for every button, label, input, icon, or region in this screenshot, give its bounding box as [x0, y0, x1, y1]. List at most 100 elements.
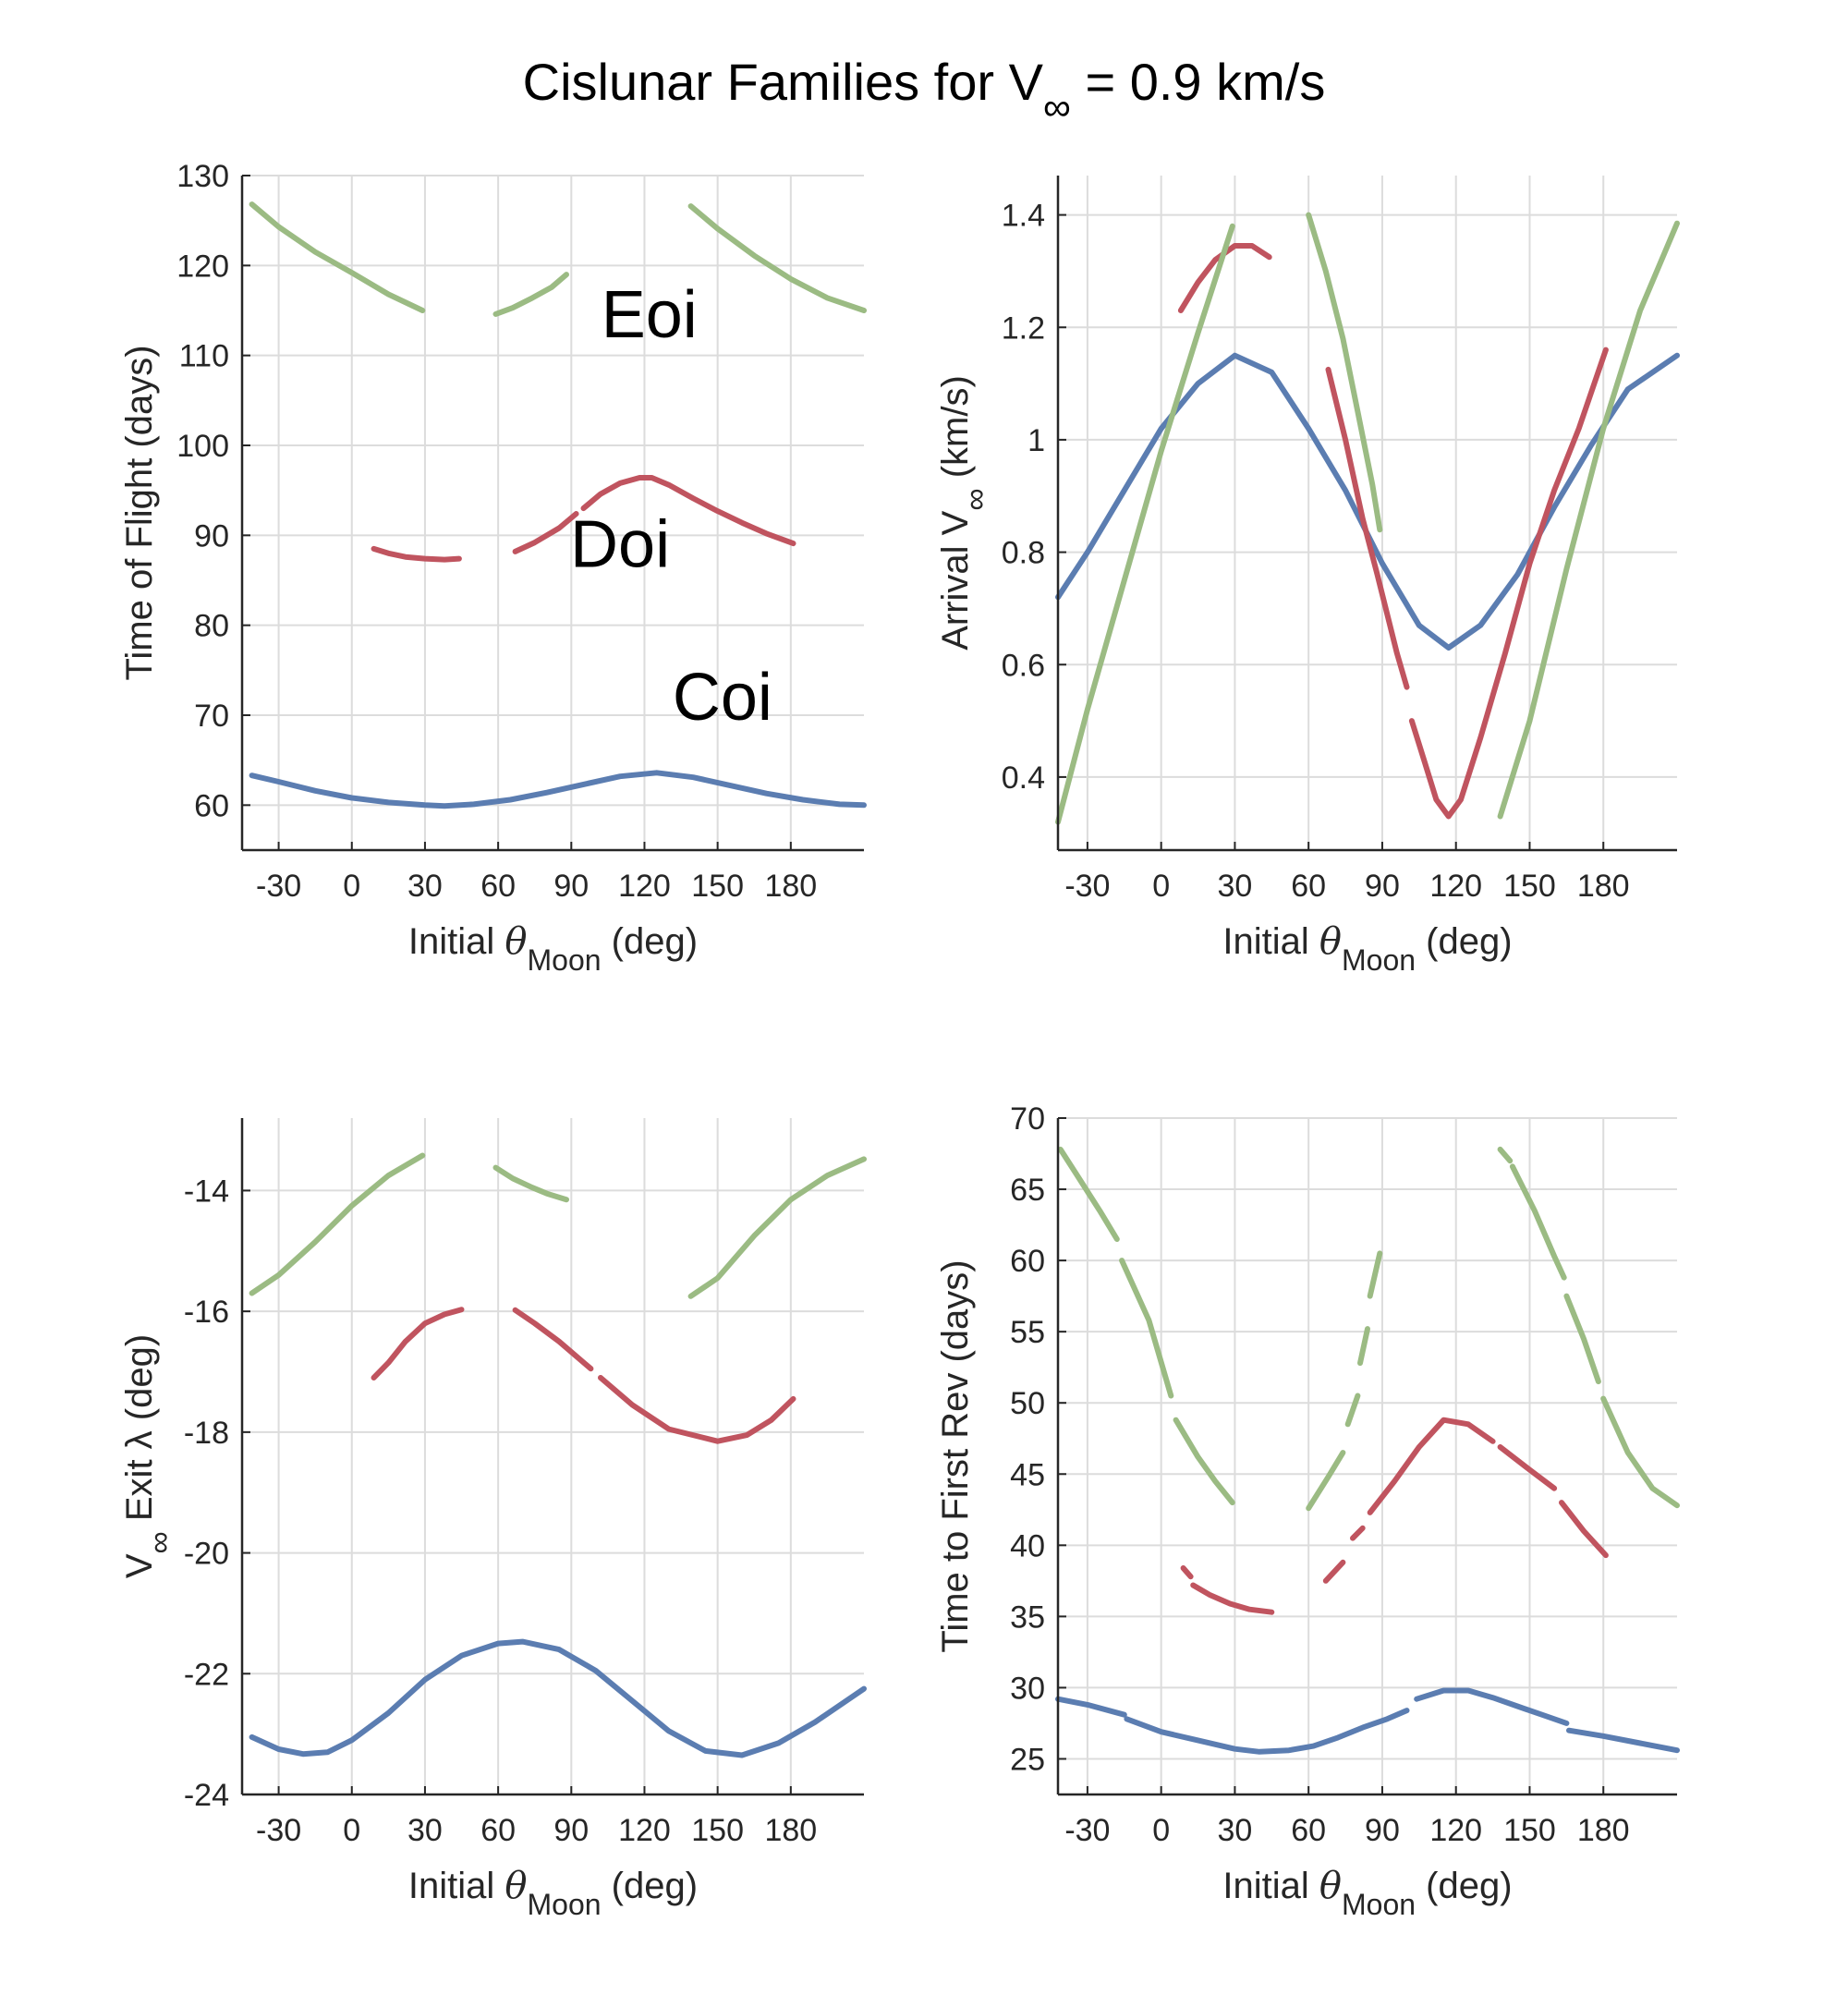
panel-exit-lambda: -30 0 30 60 90 120 150 180 -24 -22 -20 -18 -16 -14 Ini… [119, 1118, 867, 1921]
annotation-doi: Doi [570, 507, 670, 581]
y-tick-label: 55 [1010, 1315, 1045, 1350]
y-label-pre: Time of Flight (days) [119, 345, 160, 680]
y-label-pre: V [119, 1553, 160, 1578]
x-label-symbol: θ [505, 920, 527, 963]
series-2-segment-7 [1497, 1146, 1514, 1164]
y-tick-label: -22 [184, 1657, 229, 1692]
x-axis-label: Initial θMoon (deg) [1222, 1865, 1512, 1921]
y-tick-label: -20 [184, 1537, 229, 1572]
series-1-segment-0 [371, 1307, 465, 1381]
series-group [1055, 212, 1680, 825]
series-0-segment-1 [1124, 1708, 1410, 1755]
x-tick-label: -30 [1064, 1813, 1110, 1848]
y-tick-label: 70 [1010, 1101, 1045, 1137]
y-axis-label: Time to First Rev (days) [935, 1259, 976, 1652]
y-tick-label: 70 [194, 699, 229, 734]
y-tick-label: 45 [1010, 1457, 1045, 1492]
x-axis-label: Initial θMoon (deg) [408, 920, 698, 977]
x-tick-label: 90 [1365, 869, 1400, 904]
y-tick-label: 60 [194, 788, 229, 823]
x-tick-label: 90 [553, 1813, 589, 1848]
annotation-eoi: Eoi [602, 278, 698, 352]
y-axis-label: Time of Flight (days) [119, 345, 160, 680]
series-2-segment-6 [1367, 1250, 1383, 1299]
x-tick-label: 60 [1291, 869, 1326, 904]
series-2-segment-1 [1306, 212, 1383, 533]
y-tick-label: 0.4 [1002, 760, 1045, 796]
series-group [249, 1152, 867, 1758]
series-1-segment-1 [1325, 366, 1410, 690]
series-1-segment-3 [1350, 1525, 1366, 1541]
x-tick-label: 150 [691, 869, 744, 904]
series-1-segment-2 [1322, 1559, 1346, 1584]
series-2-segment-10 [1600, 1395, 1680, 1509]
x-label-subscript: Moon [528, 943, 602, 977]
x-tick-label: 180 [764, 869, 817, 904]
x-tick-label: 30 [1218, 869, 1253, 904]
title-main: Cislunar Families for V [523, 53, 1044, 111]
x-tick-label: 150 [1503, 1813, 1556, 1848]
series-2-segment-1 [1119, 1258, 1174, 1399]
series-2-segment-2 [687, 1156, 867, 1299]
x-label-pre: Initial [1222, 1866, 1319, 1906]
series-2-segment-1 [492, 1164, 569, 1203]
y-label-pre: Time to First Rev (days) [935, 1259, 976, 1652]
x-tick-label: 120 [618, 869, 671, 904]
series-0-segment-0 [249, 1638, 867, 1758]
series-group [249, 201, 867, 809]
x-label-subscript: Moon [528, 1888, 602, 1921]
x-label-post: (deg) [1416, 1866, 1513, 1906]
series-2-segment-0 [1057, 1146, 1120, 1242]
panel-time-to-first-rev: -30 0 30 60 90 120 150 180 25 30 35 40 45 50 55 60 65 70 I… [935, 1101, 1680, 1921]
annotation-coi: Coi [673, 661, 772, 735]
panel-time-of-flight: -30 0 30 60 90 120 150 180 60 70 80 90 100 110 120 130 I… [119, 159, 867, 977]
y-axis-label: Arrival V∞ (km/s) [935, 375, 993, 651]
x-tick-label: 90 [1365, 1813, 1400, 1848]
y-label-post: Exit λ (deg) [119, 1334, 160, 1531]
series-1-segment-5 [1497, 1444, 1558, 1491]
series-1-segment-6 [1559, 1500, 1609, 1559]
y-tick-label: 110 [179, 339, 229, 374]
x-tick-label: 30 [407, 1813, 443, 1848]
x-label-pre: Initial [408, 921, 505, 962]
y-tick-label: 40 [1010, 1528, 1045, 1563]
series-2-segment-3 [1306, 1450, 1346, 1512]
series-0-segment-2 [1414, 1687, 1570, 1726]
series-2-segment-0 [249, 1152, 426, 1296]
x-tick-label: -30 [256, 1813, 301, 1848]
x-axis-label: Initial θMoon (deg) [408, 1865, 698, 1921]
x-tick-label: 60 [480, 869, 516, 904]
series-2-segment-2 [1497, 220, 1680, 820]
y-tick-label: 1 [1027, 423, 1045, 458]
series-2-segment-0 [1055, 223, 1235, 825]
x-label-post: (deg) [602, 921, 699, 962]
x-tick-label: 180 [1577, 869, 1630, 904]
series-group [1055, 1146, 1680, 1755]
x-tick-label: 180 [764, 1813, 817, 1848]
series-1-segment-2 [598, 1375, 796, 1444]
series-1-segment-0 [1180, 1565, 1194, 1580]
grid [242, 175, 864, 850]
series-1-segment-2 [580, 475, 796, 547]
x-tick-label: 120 [1429, 869, 1482, 904]
x-tick-label: 0 [343, 1813, 360, 1848]
y-tick-label: 0.8 [1002, 536, 1045, 571]
x-tick-label: 60 [1291, 1813, 1326, 1848]
x-label-post: (deg) [602, 1866, 699, 1906]
x-tick-label: 30 [407, 869, 443, 904]
x-tick-label: 120 [1429, 1813, 1482, 1848]
y-tick-label: -18 [184, 1416, 229, 1451]
x-tick-label: 60 [480, 1813, 516, 1848]
series-0-segment-0 [249, 770, 867, 809]
y-tick-label: 30 [1010, 1671, 1045, 1706]
panel-arrival-vinf: -30 0 30 60 90 120 150 180 0.4 0.6 0.8 1 1.2 1.4 Initi… [935, 176, 1680, 977]
y-label-subscript: ∞ [958, 488, 993, 510]
y-tick-label: 90 [194, 518, 229, 553]
series-2-segment-8 [1509, 1163, 1567, 1281]
series-2-segment-5 [1357, 1326, 1370, 1367]
y-tick-label: -24 [184, 1778, 229, 1813]
y-tick-label: 25 [1010, 1742, 1045, 1777]
x-tick-label: 0 [343, 869, 360, 904]
title-subscript: ∞ [1043, 85, 1071, 128]
